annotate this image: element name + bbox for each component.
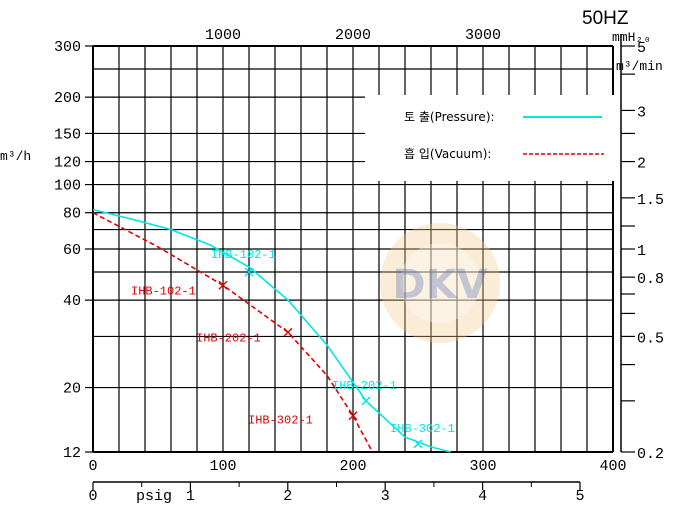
right-axis-tick-label: 1.5 [637,192,664,209]
psig-axis-tick-label: 1 [186,488,195,505]
right-axis-tick-label: 0.5 [637,330,664,347]
top-axis-tick-label: 3000 [465,27,501,44]
annotation-mark [283,327,293,337]
vacuum-curve [92,211,374,453]
right-axis-tick-label: 0.8 [637,271,664,288]
watermark-text: DKV [392,262,487,308]
right-axis-tick-label: 1 [637,243,646,260]
annotation-mark [244,267,254,277]
left-axis-tick-label: 100 [54,178,81,195]
psig-axis-tick-label: 5 [575,488,584,505]
left-axis-tick-label: 150 [54,126,81,143]
left-axis-tick-label: 40 [63,293,81,310]
left-axis-unit: m³/h [0,149,31,164]
right-axis-tick-label: 2 [637,156,646,173]
bottom-axis-tick-label: 300 [469,458,496,475]
top-axis-tick-label: 1000 [205,27,241,44]
left-axis-tick-label: 80 [63,206,81,223]
watermark-gear [380,223,500,343]
psig-axis-tick-label: 2 [283,488,292,505]
psig-axis-tick-label: 0 [88,488,97,505]
frequency-label: 50HZ [582,8,629,29]
annotation-label: IHB-202-1 [196,331,261,345]
annotation-mark [361,396,371,406]
left-axis-tick-label: 12 [63,445,81,462]
annotation-mark [348,411,358,421]
annotation-label: IHB-302-1 [390,422,455,436]
left-axis-tick-label: 20 [63,381,81,398]
left-axis-tick-label: 300 [54,39,81,56]
right-axis-unit-top: mmH₂₀ [612,30,651,45]
psig-axis-unit: psig [136,488,172,505]
right-axis-tick-label: 3 [637,104,646,121]
top-axis-tick-label: 2000 [335,27,371,44]
annotation-label: IHB-102-1 [211,248,276,262]
right-axis-tick-label: 0.2 [637,446,664,463]
left-axis-tick-label: 200 [54,90,81,107]
bottom-axis-tick-label: 100 [209,458,236,475]
annotation-mark [218,280,228,290]
left-axis-tick-label: 60 [63,242,81,259]
legend-label-vacuum: 흡 입(Vacuum): [404,147,491,161]
bottom-axis-tick-label: 400 [599,458,626,475]
bottom-axis-tick-label: 0 [88,458,97,475]
psig-axis-tick-label: 4 [478,488,487,505]
legend: 토 출(Pressure): 흡 입(Vacuum): [365,95,615,181]
left-axis-tick-label: 120 [54,155,81,172]
right-axis-tick-label: 5 [637,40,646,57]
annotation-label: IHB-302-1 [248,414,313,428]
right-axis-unit-bottom: m³/min [616,59,663,74]
dkv-watermark-logo: DKV [380,223,500,343]
annotation-label: IHB-202-1 [332,379,397,393]
bottom-axis-tick-label: 200 [339,458,366,475]
annotation-label: IHB-102-1 [131,284,196,298]
chart-grid [85,34,635,490]
psig-axis-tick-label: 3 [381,488,390,505]
annotation-mark [413,439,423,449]
legend-box [365,95,615,181]
watermark-inner [400,243,480,323]
legend-label-pressure: 토 출(Pressure): [404,110,495,124]
